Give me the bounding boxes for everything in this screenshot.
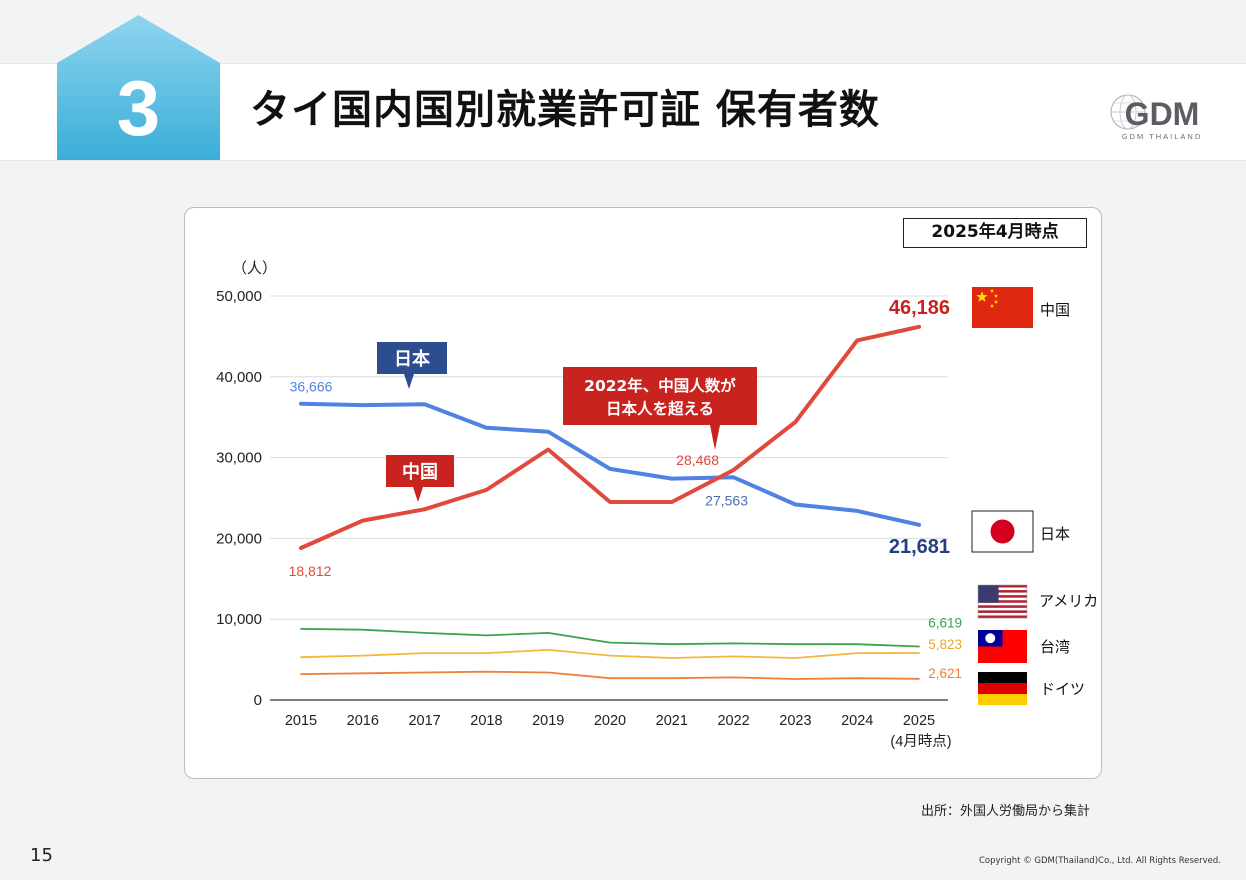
legend-label-germany: ドイツ <box>1040 680 1085 698</box>
x-tick-label: 2018 <box>470 713 502 729</box>
callout-crossover-line1: 2022年、中国人数が <box>584 376 736 395</box>
flag-field <box>972 287 1033 328</box>
data-label-usa-10: 6,619 <box>928 616 962 631</box>
copyright: Copyright © GDM(Thailand)Co., Ltd. All R… <box>978 856 1221 866</box>
y-tick-label: 0 <box>254 692 262 709</box>
legend-label-japan: 日本 <box>1040 525 1070 543</box>
callout-crossover-pointer <box>710 425 720 450</box>
flag-star <box>976 291 988 302</box>
x-tick-label: 2021 <box>656 713 688 729</box>
legend-label-china: 中国 <box>1040 301 1070 319</box>
x-tick-label: 2020 <box>594 713 626 729</box>
callout-crossover-line2: 日本人を超える <box>606 399 714 418</box>
flag-band <box>978 683 1027 694</box>
callout-japan: 日本 <box>377 342 447 389</box>
data-label-japan-0: 36,666 <box>290 379 333 395</box>
flag-stripe <box>978 610 1027 614</box>
flag-stripe <box>978 602 1027 606</box>
x-tick-note: (4月時点) <box>890 733 951 750</box>
data-label-china-7: 28,468 <box>676 452 719 468</box>
callout-japan-box <box>377 342 447 374</box>
y-tick-label: 50,000 <box>216 288 262 305</box>
flag-stripe <box>978 595 1027 598</box>
data-label-germany-10: 2,621 <box>928 666 962 681</box>
flag-stripe <box>978 607 1027 611</box>
page-number: 15 <box>30 845 53 866</box>
y-tick-label: 20,000 <box>216 530 262 547</box>
flag-star <box>993 293 999 298</box>
callout-china-text: 中国 <box>402 461 438 483</box>
flag-stripe <box>978 592 1027 596</box>
y-tick-label: 40,000 <box>216 369 262 386</box>
china-flag-icon <box>972 287 1033 328</box>
series-line-china <box>299 324 921 550</box>
flag-stripe <box>978 605 1027 609</box>
callout-japan-text: 日本 <box>394 348 430 370</box>
flag-band <box>978 694 1027 705</box>
y-tick-label: 30,000 <box>216 450 262 467</box>
flag-disc <box>990 519 1015 544</box>
callout-japan-pointer <box>404 374 414 389</box>
y-unit-label: （人） <box>232 260 277 277</box>
data-label-china-0: 18,812 <box>289 563 332 579</box>
x-tick-label: 2022 <box>717 713 749 729</box>
flag-stripe <box>978 585 1027 588</box>
as-of-date: 2025年4月時点 <box>903 218 1087 248</box>
japan-flag-icon <box>971 510 1034 553</box>
callout-china-pointer <box>413 487 423 502</box>
flag-stripe <box>978 597 1027 601</box>
section-number: 3 <box>116 64 161 152</box>
flag-star <box>993 299 999 304</box>
germany-flag-icon <box>978 672 1027 705</box>
section-badge <box>57 15 220 160</box>
data-label-taiwan-10: 5,823 <box>928 637 962 652</box>
flag-stripe <box>978 615 1027 619</box>
flag-stripe <box>978 590 1027 593</box>
flag-stripe <box>978 612 1027 616</box>
callout-crossover-box <box>563 367 757 425</box>
series-line-usa <box>300 628 920 648</box>
callout-china-box <box>386 455 454 487</box>
y-tick-label: 10,000 <box>216 611 262 628</box>
x-tick-label: 2016 <box>347 713 379 729</box>
logo-subtext: GDM THAILAND <box>1122 132 1203 141</box>
chart-card <box>184 207 1102 779</box>
series-line-taiwan <box>300 649 920 659</box>
x-tick-label: 2024 <box>841 713 873 729</box>
data-label-japan-7: 27,563 <box>705 492 748 508</box>
flag-canton <box>978 585 999 603</box>
data-label-japan-10: 21,681 <box>889 536 950 558</box>
callout-china: 中国 <box>386 455 454 502</box>
x-tick-label: 2023 <box>779 713 811 729</box>
series-line-japan <box>299 401 921 527</box>
globe-icon <box>1110 94 1146 130</box>
x-tick-label: 2025 <box>903 713 935 729</box>
source-note: 出所：外国人労働局から集計 <box>920 804 1090 819</box>
data-label-china-10: 46,186 <box>889 297 950 319</box>
flag-band <box>978 672 1027 683</box>
taiwan-flag-icon <box>978 630 1027 663</box>
x-tick-label: 2017 <box>408 713 440 729</box>
flag-stripe <box>978 600 1027 603</box>
flag-stripe <box>978 587 1027 591</box>
flag-border <box>977 584 1028 619</box>
logo-text: GDM <box>1125 96 1200 132</box>
gdm-logo: GDM GDM THAILAND <box>1110 94 1203 141</box>
flag-sun <box>985 633 996 644</box>
x-tick-label: 2015 <box>285 713 317 729</box>
legend-label-usa: アメリカ <box>1039 592 1098 610</box>
x-tick-label: 2019 <box>532 713 564 729</box>
flag-star <box>989 288 995 293</box>
flag-star <box>989 303 995 308</box>
legend-label-taiwan: 台湾 <box>1040 638 1070 656</box>
series-line-germany <box>300 670 920 680</box>
page-title: タイ国内国別就業許可証 保有者数 <box>250 87 880 133</box>
usa-flag-icon <box>977 584 1028 619</box>
